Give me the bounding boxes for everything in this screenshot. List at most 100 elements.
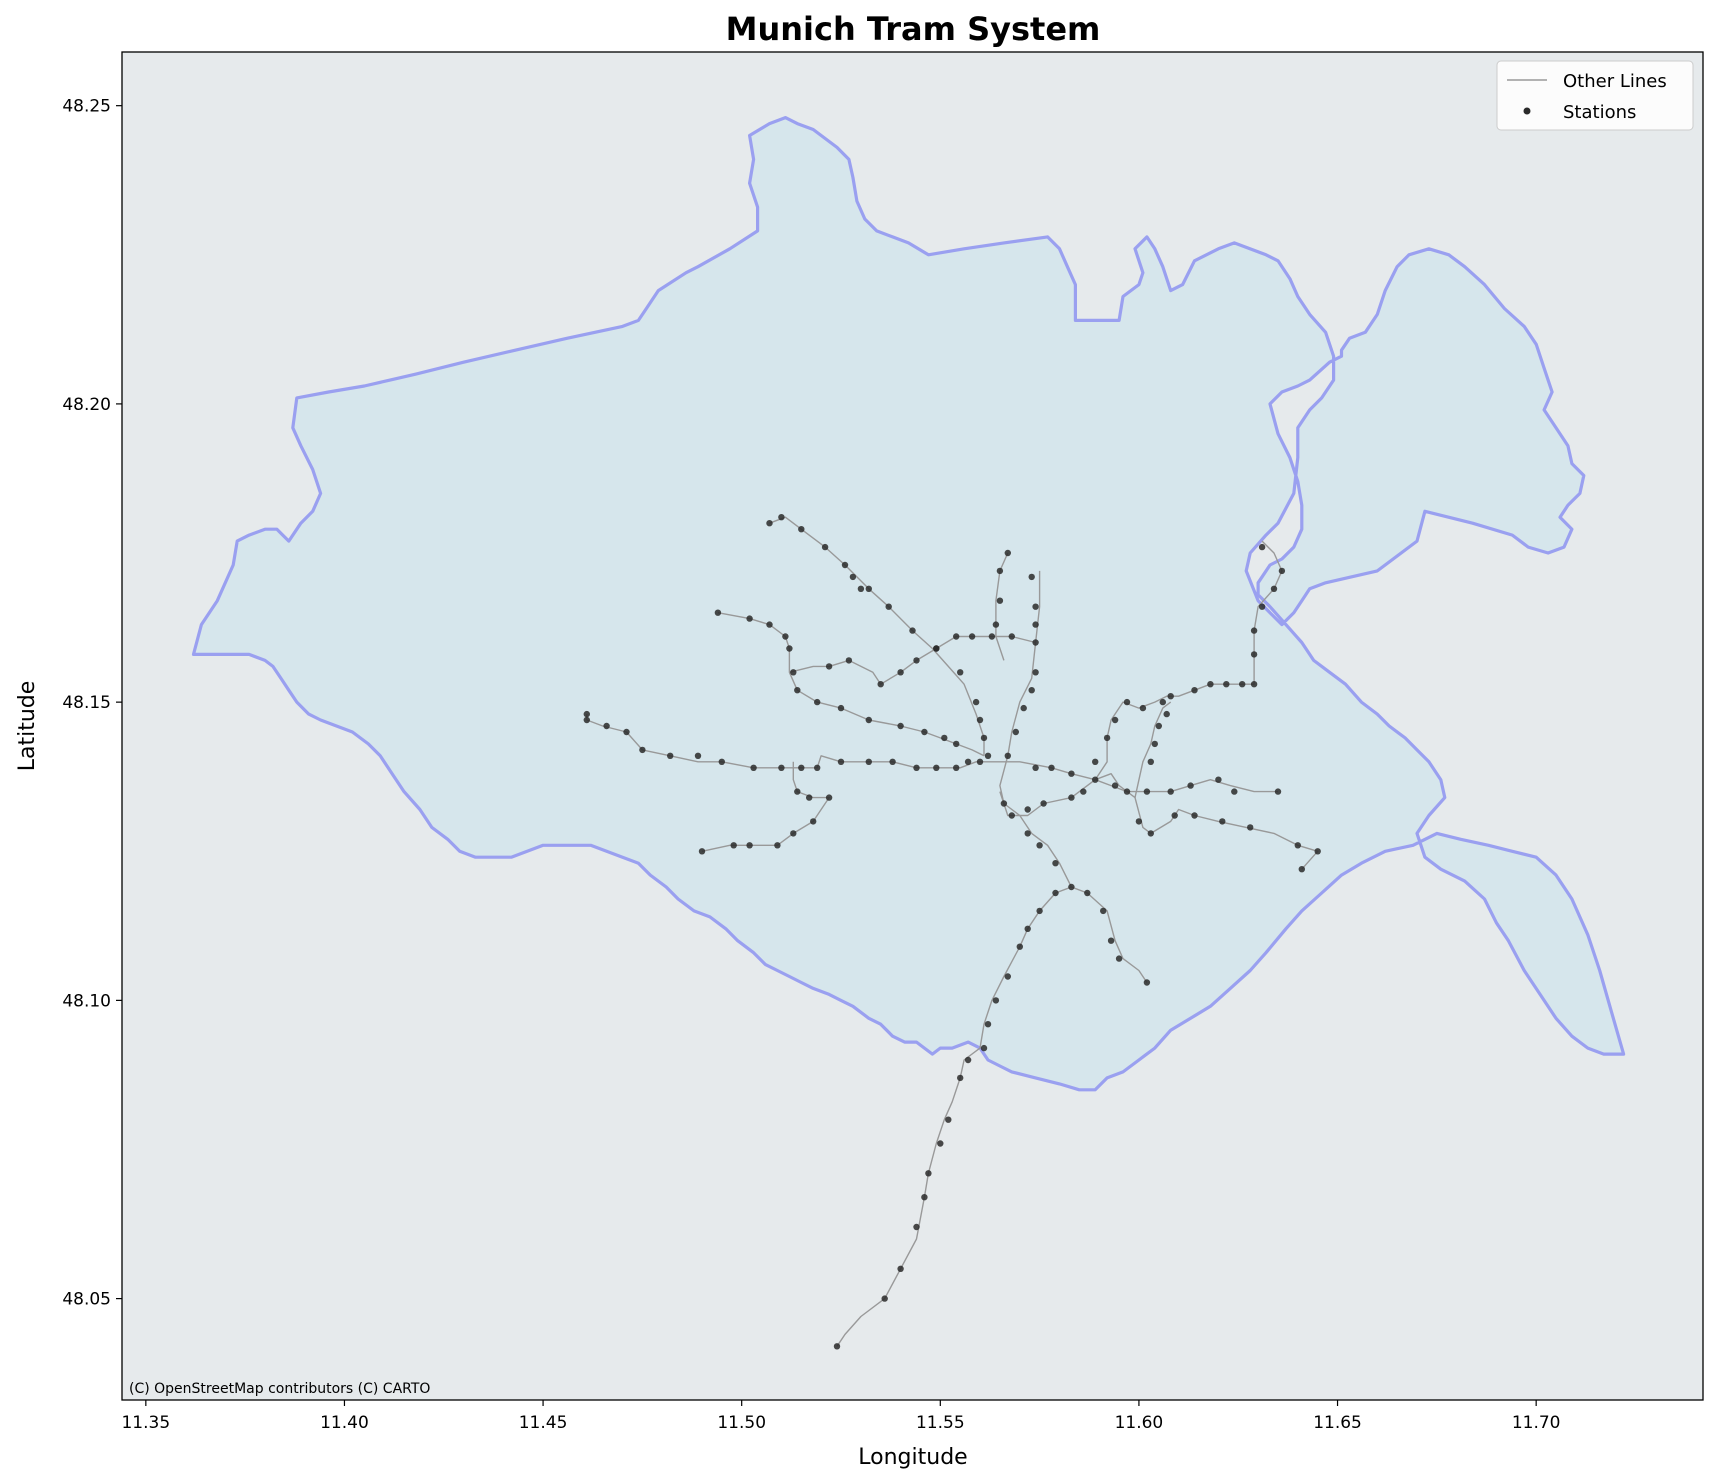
station-marker[interactable] — [825, 663, 833, 670]
station-marker[interactable] — [1123, 698, 1131, 706]
station-marker[interactable] — [1163, 710, 1170, 718]
station-marker[interactable] — [1036, 842, 1043, 849]
station-marker[interactable] — [794, 687, 801, 694]
station-marker[interactable] — [1032, 603, 1039, 610]
station-marker[interactable] — [1187, 782, 1194, 789]
station-marker[interactable] — [1147, 830, 1155, 837]
station-marker[interactable] — [814, 698, 821, 706]
station-marker[interactable] — [837, 758, 845, 765]
station-marker[interactable] — [1068, 883, 1075, 891]
station-marker[interactable] — [1223, 681, 1230, 688]
station-marker[interactable] — [964, 758, 972, 765]
station-marker[interactable] — [806, 794, 813, 801]
station-marker[interactable] — [746, 615, 753, 622]
station-marker[interactable] — [1048, 764, 1055, 771]
station-marker[interactable] — [1024, 830, 1031, 837]
station-marker[interactable] — [766, 621, 773, 628]
station-marker[interactable] — [1052, 889, 1059, 897]
station-marker[interactable] — [1278, 567, 1286, 575]
station-marker[interactable] — [821, 543, 829, 551]
station-marker[interactable] — [1052, 860, 1059, 867]
station-marker[interactable] — [1207, 681, 1214, 688]
station-marker[interactable] — [786, 645, 793, 652]
station-marker[interactable] — [1247, 824, 1254, 831]
station-marker[interactable] — [1115, 955, 1123, 962]
plot-area[interactable]: (C) OpenStreetMap contributors (C) CARTO — [121, 51, 1704, 1401]
station-marker[interactable] — [1000, 800, 1008, 807]
station-marker[interactable] — [1250, 681, 1258, 688]
station-marker[interactable] — [1191, 687, 1198, 694]
station-marker[interactable] — [790, 669, 797, 676]
station-marker[interactable] — [837, 704, 845, 712]
station-marker[interactable] — [1139, 704, 1147, 712]
station-marker[interactable] — [814, 764, 821, 771]
station-marker[interactable] — [1103, 734, 1111, 742]
station-marker[interactable] — [897, 669, 904, 676]
station-marker[interactable] — [825, 794, 833, 801]
station-marker[interactable] — [730, 842, 737, 849]
station-marker[interactable] — [833, 1343, 841, 1350]
station-marker[interactable] — [1032, 669, 1039, 676]
station-marker[interactable] — [933, 764, 940, 771]
station-marker[interactable] — [865, 716, 872, 724]
station-marker[interactable] — [913, 1223, 920, 1231]
station-marker[interactable] — [849, 573, 857, 581]
station-marker[interactable] — [984, 1020, 992, 1028]
station-marker[interactable] — [667, 752, 674, 759]
station-marker[interactable] — [1004, 973, 1011, 980]
station-marker[interactable] — [897, 1265, 904, 1273]
station-marker[interactable] — [1024, 806, 1031, 813]
station-marker[interactable] — [1250, 651, 1258, 658]
station-marker[interactable] — [1107, 937, 1115, 944]
station-marker[interactable] — [1111, 782, 1119, 789]
station-marker[interactable] — [1219, 818, 1226, 825]
station-marker[interactable] — [1092, 758, 1099, 765]
station-marker[interactable] — [957, 1074, 964, 1082]
station-marker[interactable] — [1250, 627, 1258, 634]
station-marker[interactable] — [1167, 788, 1174, 795]
station-marker[interactable] — [841, 561, 849, 569]
station-marker[interactable] — [1036, 907, 1043, 915]
station-marker[interactable] — [980, 1044, 988, 1052]
station-marker[interactable] — [1020, 704, 1027, 712]
station-marker[interactable] — [718, 758, 725, 765]
station-marker[interactable] — [714, 609, 722, 616]
station-marker[interactable] — [1151, 740, 1159, 748]
station-marker[interactable] — [794, 788, 801, 795]
station-marker[interactable] — [953, 764, 960, 771]
station-marker[interactable] — [921, 728, 928, 736]
station-marker[interactable] — [1024, 925, 1031, 932]
station-marker[interactable] — [1012, 728, 1019, 736]
station-marker[interactable] — [1004, 549, 1011, 557]
station-marker[interactable] — [583, 710, 590, 718]
station-marker[interactable] — [933, 645, 940, 652]
station-marker[interactable] — [1143, 979, 1151, 986]
station-marker[interactable] — [790, 830, 797, 837]
station-marker[interactable] — [1298, 866, 1306, 873]
station-marker[interactable] — [1155, 722, 1163, 730]
station-marker[interactable] — [774, 842, 781, 849]
station-marker[interactable] — [1215, 776, 1222, 783]
station-marker[interactable] — [897, 722, 904, 730]
station-marker[interactable] — [881, 1295, 888, 1302]
station-marker[interactable] — [798, 764, 805, 771]
station-marker[interactable] — [937, 1140, 944, 1147]
station-marker[interactable] — [913, 764, 920, 771]
station-marker[interactable] — [1191, 812, 1198, 819]
station-marker[interactable] — [877, 681, 884, 688]
station-marker[interactable] — [1028, 687, 1035, 694]
station-marker[interactable] — [941, 734, 948, 742]
station-marker[interactable] — [1092, 776, 1099, 783]
station-marker[interactable] — [988, 633, 996, 640]
station-marker[interactable] — [1123, 788, 1131, 795]
station-marker[interactable] — [964, 1056, 972, 1064]
station-marker[interactable] — [694, 752, 702, 759]
station-marker[interactable] — [865, 758, 872, 765]
station-marker[interactable] — [885, 603, 892, 610]
station-marker[interactable] — [984, 752, 992, 759]
station-marker[interactable] — [957, 669, 964, 676]
station-marker[interactable] — [1274, 788, 1282, 795]
station-marker[interactable] — [603, 722, 610, 730]
station-marker[interactable] — [639, 746, 646, 754]
station-marker[interactable] — [976, 716, 984, 724]
